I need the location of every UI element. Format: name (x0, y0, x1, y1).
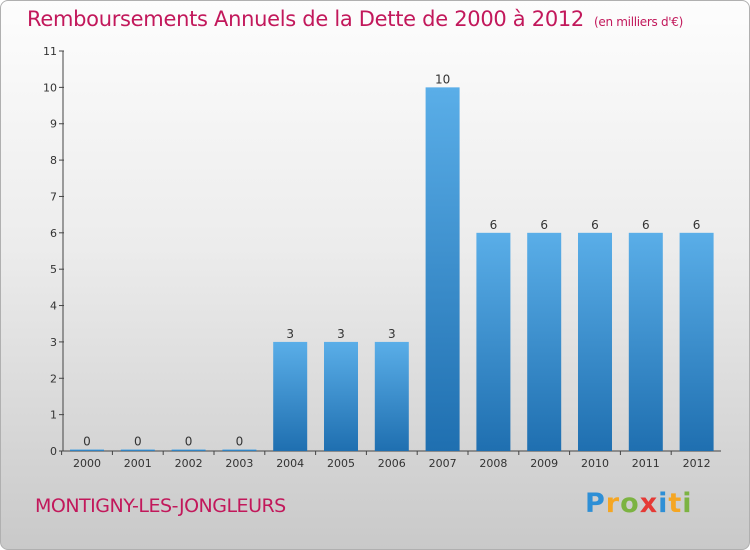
bar-2009 (527, 232, 562, 451)
bar-2001 (120, 449, 155, 451)
x-tick-label-2009: 2009 (530, 457, 558, 470)
data-label-2005: 3 (337, 327, 345, 341)
bar-2005 (324, 341, 358, 451)
x-tick-label-2004: 2004 (276, 457, 304, 470)
y-tick-label: 4 (50, 300, 57, 313)
bar-2012 (679, 232, 714, 451)
data-label-2002: 0 (185, 435, 193, 449)
bar-2010 (578, 232, 612, 451)
data-label-2007: 10 (435, 72, 450, 86)
chart-title: Remboursements Annuels de la Dette de 20… (27, 7, 683, 31)
data-label-2011: 6 (642, 218, 650, 232)
data-label-2012: 6 (693, 218, 701, 232)
bar-2002 (171, 449, 206, 451)
y-tick-label: 1 (50, 409, 57, 422)
y-tick-label: 9 (50, 118, 57, 131)
bar-2004 (273, 341, 308, 451)
bar-2011 (628, 232, 663, 451)
y-tick-label: 8 (50, 154, 57, 167)
x-tick-label-2011: 2011 (632, 457, 660, 470)
bar-2003 (222, 449, 257, 451)
data-label-2000: 0 (83, 435, 91, 449)
y-tick-label: 0 (50, 445, 57, 458)
x-tick-label-2010: 2010 (581, 457, 609, 470)
chart-title-text: Remboursements Annuels de la Dette de 20… (27, 7, 584, 31)
chart-unit: (en milliers d'€) (594, 15, 684, 29)
x-tick-label-2001: 2001 (124, 457, 152, 470)
y-tick-label: 10 (43, 81, 57, 94)
x-tick-label-2008: 2008 (479, 457, 507, 470)
data-label-2001: 0 (134, 435, 142, 449)
data-label-2004: 3 (286, 327, 294, 341)
bar-2008 (476, 232, 511, 451)
x-tick-label-2012: 2012 (683, 457, 711, 470)
x-tick-label-2002: 2002 (175, 457, 203, 470)
y-tick-label: 7 (50, 190, 57, 203)
data-label-2008: 6 (490, 218, 498, 232)
y-tick-label: 2 (50, 372, 57, 385)
y-tick-label: 11 (43, 45, 57, 58)
x-tick-label-2003: 2003 (225, 457, 253, 470)
bar-2007 (425, 87, 460, 451)
data-label-2010: 6 (591, 218, 599, 232)
proxiti-logo: Proxiti (585, 488, 693, 519)
bar-2006 (374, 341, 409, 451)
y-tick-label: 5 (50, 263, 57, 276)
data-label-2006: 3 (388, 327, 396, 341)
data-label-2009: 6 (540, 218, 548, 232)
x-tick-label-2007: 2007 (429, 457, 457, 470)
x-tick-label-2006: 2006 (378, 457, 406, 470)
y-tick-label: 3 (50, 336, 57, 349)
commune-name: MONTIGNY-LES-JONGLEURS (35, 495, 286, 517)
x-tick-label-2005: 2005 (327, 457, 355, 470)
x-tick-label-2000: 2000 (73, 457, 101, 470)
bar-2000 (70, 449, 104, 451)
y-tick-label: 6 (50, 227, 57, 240)
data-label-2003: 0 (236, 435, 244, 449)
